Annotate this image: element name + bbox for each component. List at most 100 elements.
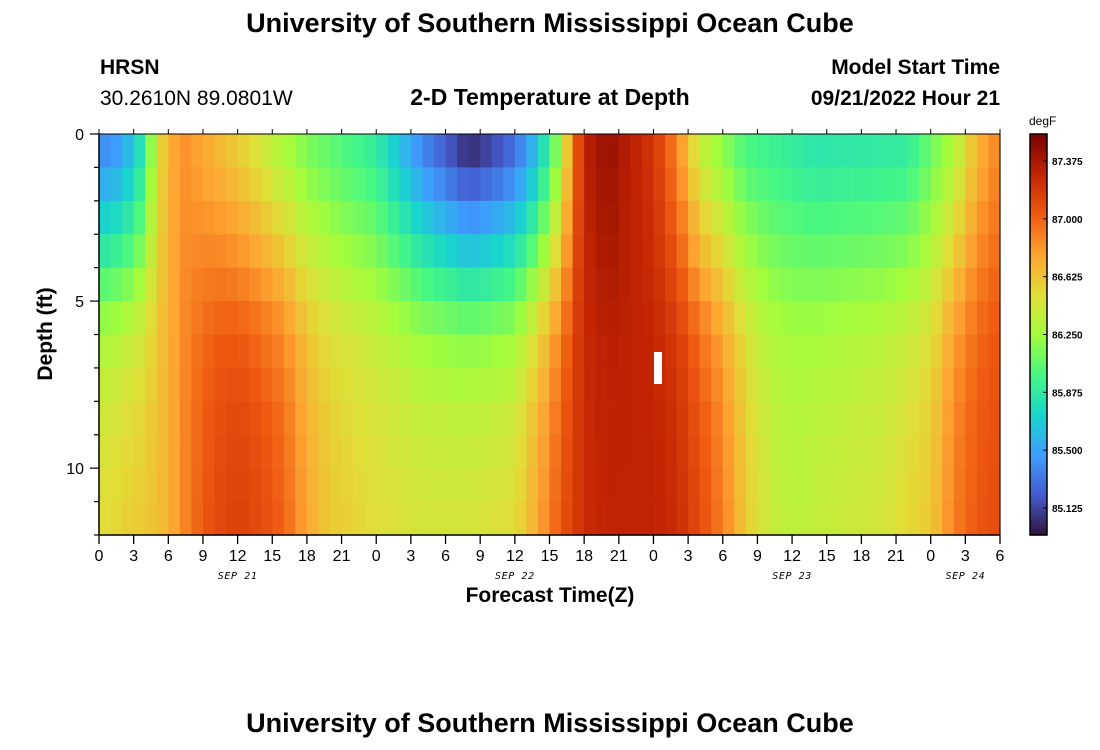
heatmap-cell xyxy=(191,468,204,503)
heatmap-cell xyxy=(618,401,631,436)
heatmap-cell xyxy=(572,334,585,369)
heatmap-cell xyxy=(757,401,770,436)
heatmap-cell xyxy=(214,501,227,536)
heatmap-cell xyxy=(364,301,377,336)
heatmap-cell xyxy=(688,267,701,302)
heatmap-cell xyxy=(768,167,782,202)
colorbar-segment xyxy=(1030,229,1047,233)
heatmap-cell xyxy=(688,434,701,469)
heatmap-cell xyxy=(584,234,597,269)
heatmap-cell xyxy=(468,501,481,536)
heatmap-cell xyxy=(514,134,527,169)
x-tick-label: 15 xyxy=(818,548,836,565)
colorbar-segment xyxy=(1030,184,1047,188)
heatmap-cell xyxy=(641,501,655,536)
colorbar-segment xyxy=(1030,414,1047,418)
date-labels: SEP 21 SEP 22 SEP 23 SEP 24 xyxy=(218,571,985,582)
heatmap-cell xyxy=(503,234,516,269)
heatmap-cell xyxy=(526,468,539,503)
heatmap-cell xyxy=(399,267,412,302)
heatmap-cell xyxy=(202,234,216,269)
colorbar-segment xyxy=(1030,171,1047,175)
colorbar-segment xyxy=(1030,482,1047,486)
heatmap-cell xyxy=(584,134,597,169)
heatmap-cell xyxy=(953,200,966,235)
heatmap-cell xyxy=(537,468,551,503)
heatmap-cell xyxy=(988,200,1001,235)
heatmap-cell xyxy=(630,134,643,169)
heatmap-cell xyxy=(734,234,747,269)
heatmap-cell xyxy=(145,134,158,169)
heatmap-cell xyxy=(849,167,862,202)
heatmap-cell xyxy=(330,401,343,436)
heatmap-cell xyxy=(445,468,458,503)
heatmap-cell xyxy=(942,401,955,436)
heatmap-cell xyxy=(711,401,724,436)
heatmap-cell xyxy=(884,334,897,369)
heatmap-cell xyxy=(919,401,932,436)
heatmap-cell xyxy=(745,468,759,503)
heatmap-cell xyxy=(133,401,146,436)
heatmap-cell xyxy=(249,501,262,536)
heatmap-cell xyxy=(202,334,216,369)
heatmap-cell xyxy=(618,468,631,503)
heatmap-cell xyxy=(884,234,897,269)
x-tick-label: 3 xyxy=(406,548,415,565)
heatmap-cell xyxy=(341,501,354,536)
heatmap-cell xyxy=(734,134,747,169)
colorbar-segment xyxy=(1030,419,1047,423)
colorbar-segment xyxy=(1030,304,1047,308)
heatmap-cell xyxy=(815,401,828,436)
heatmap-cell xyxy=(976,367,990,402)
colorbar-segment xyxy=(1030,467,1047,471)
heatmap-cell xyxy=(849,334,862,369)
heatmap-cell xyxy=(768,434,782,469)
colorbar-segment xyxy=(1030,254,1047,258)
heatmap-cell xyxy=(433,468,447,503)
heatmap-cell xyxy=(653,167,666,202)
heatmap-cell xyxy=(595,468,608,503)
heatmap-cell xyxy=(399,501,412,536)
colorbar-segment xyxy=(1030,347,1047,351)
colorbar-segment xyxy=(1030,194,1047,198)
heatmap-cell xyxy=(480,367,493,402)
colorbar-segment xyxy=(1030,514,1047,519)
heatmap-cell xyxy=(676,200,689,235)
x-axis-title: Forecast Time(Z) xyxy=(465,584,635,607)
heatmap-cell xyxy=(618,200,631,235)
colorbar-segment xyxy=(1030,251,1047,255)
colorbar-segment xyxy=(1030,497,1047,501)
heatmap-cell xyxy=(179,434,193,469)
heatmap-cell xyxy=(272,167,285,202)
colorbar-segment xyxy=(1030,186,1047,190)
x-tick-label: 12 xyxy=(229,548,247,565)
heatmap-cell xyxy=(815,367,828,402)
heatmap-cell xyxy=(896,367,909,402)
heatmap-cell xyxy=(688,401,701,436)
colorbar-segment xyxy=(1030,527,1047,531)
heatmap-cell xyxy=(537,434,551,469)
heatmap-cell xyxy=(919,301,932,336)
colorbar-segment xyxy=(1030,442,1047,446)
heatmap-cell xyxy=(907,234,920,269)
heatmap-cell xyxy=(226,468,239,503)
heatmap-cell xyxy=(942,367,955,402)
heatmap-cell xyxy=(156,334,169,369)
heatmap-cell xyxy=(884,434,897,469)
heatmap-cell xyxy=(930,367,943,402)
heatmap-cell xyxy=(422,401,435,436)
colorbar-tick-label: 85.500 xyxy=(1052,446,1083,457)
heatmap-cell xyxy=(341,401,354,436)
x-tick-label: 6 xyxy=(718,548,727,565)
heatmap-cell xyxy=(861,234,874,269)
heatmap-cell xyxy=(491,267,504,302)
heatmap-cell xyxy=(272,367,285,402)
heatmap-cell xyxy=(849,367,862,402)
heatmap-cell xyxy=(445,267,458,302)
heatmap-cell xyxy=(122,234,135,269)
colorbar-segment xyxy=(1030,532,1047,536)
colorbar-segment xyxy=(1030,201,1047,205)
heatmap-cell xyxy=(353,267,366,302)
heatmap-cell xyxy=(919,334,932,369)
heatmap-cell xyxy=(711,334,724,369)
